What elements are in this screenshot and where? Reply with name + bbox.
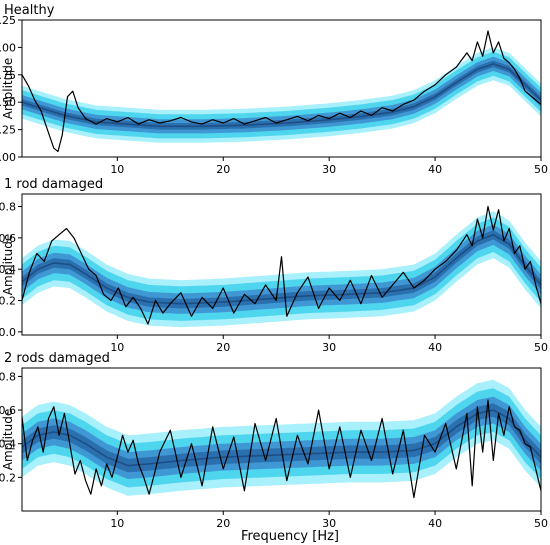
plot-area xyxy=(22,379,541,499)
x-tick-label: 30 xyxy=(322,341,336,354)
y-tick-label: 0.8 xyxy=(0,201,16,214)
axes-frame xyxy=(21,19,542,158)
x-tick-label: 10 xyxy=(110,341,124,354)
plot-area xyxy=(22,30,541,153)
x-tick-label: 40 xyxy=(428,341,442,354)
x-tick-label: 20 xyxy=(216,341,230,354)
y-tick-label: 1.00 xyxy=(0,41,16,54)
band-inner xyxy=(22,56,541,134)
panel-2: 10 20 30 40 50 0.0 0.2 0.4 0.6 0.8 Amplitude 1 rod … xyxy=(0,177,548,354)
x-tick-label: 40 xyxy=(428,163,442,176)
x-tick-label: 50 xyxy=(534,517,548,530)
panel-title: 2 rods damaged xyxy=(4,351,110,366)
y-axis-label: Amplitude xyxy=(1,234,15,296)
y-tick-label: 0.2 xyxy=(0,295,16,308)
x-tick-label: 10 xyxy=(110,163,124,176)
y-tick-label: 0.4 xyxy=(0,438,16,451)
panel-title: Healthy xyxy=(4,3,55,18)
y-axis-label: Amplitude xyxy=(1,58,15,120)
y-tick-label: 0.25 xyxy=(0,124,16,137)
median-line xyxy=(22,409,541,467)
x-tick-label: 50 xyxy=(534,341,548,354)
median-line xyxy=(22,233,541,305)
y-tick-label: 1.25 xyxy=(0,14,16,27)
x-tick-label: 10 xyxy=(110,517,124,530)
x-axis-label: Frequency [Hz] xyxy=(241,529,339,544)
axes-frame xyxy=(21,367,542,512)
median-line xyxy=(22,62,541,128)
y-tick-label: 0.50 xyxy=(0,96,16,109)
observed-line xyxy=(22,399,541,499)
x-tick-label: 20 xyxy=(216,517,230,530)
panels: 10 20 30 40 50 0.00 0.25 0.50 0.75 1.00 1.25 Amplit… xyxy=(0,3,548,530)
observed-line xyxy=(22,205,541,325)
panel-1: 10 20 30 40 50 0.00 0.25 0.50 0.75 1.00 1.25 Amplit… xyxy=(0,3,548,176)
panel-title: 1 rod damaged xyxy=(4,177,103,192)
y-tick-label: 0.00 xyxy=(0,151,16,164)
y-tick-label: 0.0 xyxy=(0,326,16,339)
x-tick-label: 50 xyxy=(534,163,548,176)
panel-3: 10 20 30 40 50 0.2 0.4 0.6 0.8 Amplitude 2 rods da… xyxy=(0,351,548,530)
y-tick-label: 0.75 xyxy=(0,69,16,82)
plot-area xyxy=(22,205,541,328)
y-tick-label: 0.4 xyxy=(0,263,16,276)
axes-frame xyxy=(21,193,542,336)
y-tick-label: 0.8 xyxy=(0,370,16,383)
y-tick-label: 0.2 xyxy=(0,471,16,484)
y-tick-label: 0.6 xyxy=(0,232,16,245)
band-mid xyxy=(22,51,541,139)
observed-line xyxy=(22,30,541,153)
y-tick-label: 0.6 xyxy=(0,404,16,417)
x-tick-label: 20 xyxy=(216,163,230,176)
x-tick-label: 40 xyxy=(428,517,442,530)
band-mid xyxy=(22,388,541,488)
y-axis-label: Amplitude xyxy=(1,409,15,471)
x-tick-label: 30 xyxy=(322,163,336,176)
band-core xyxy=(22,403,541,473)
x-tick-label: 30 xyxy=(322,517,336,530)
